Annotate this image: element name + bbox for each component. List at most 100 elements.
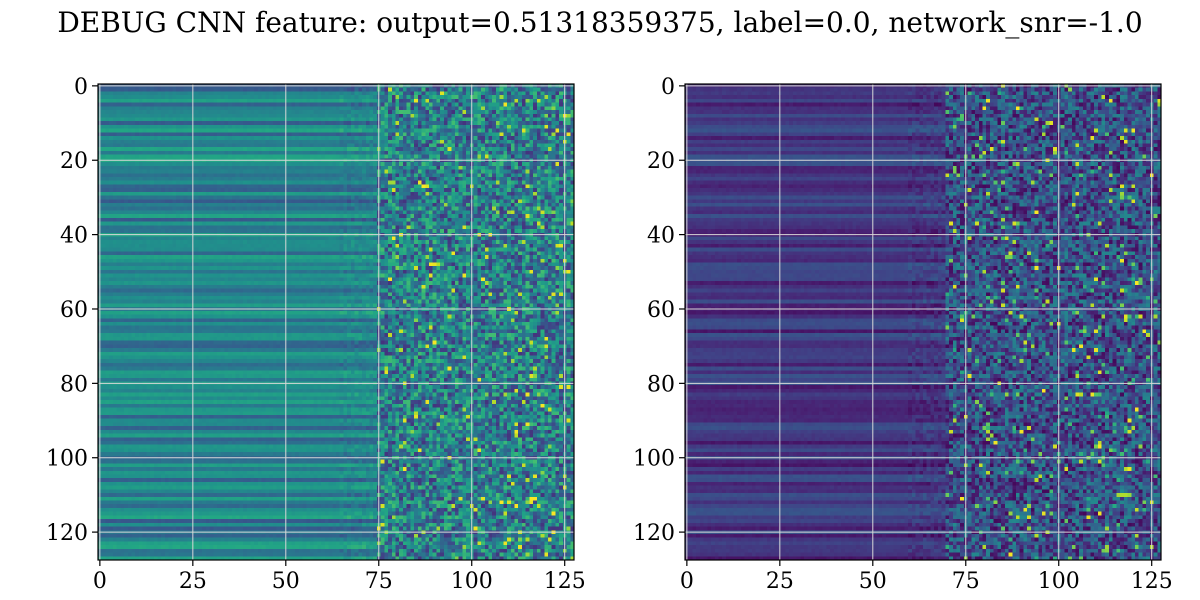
heatmap-cell xyxy=(518,117,522,121)
heatmap-cell xyxy=(277,144,281,148)
heatmap-cell xyxy=(347,214,351,218)
heatmap-cell xyxy=(459,196,463,200)
heatmap-cell xyxy=(303,147,307,151)
heatmap-cell xyxy=(362,114,366,118)
heatmap-cell xyxy=(206,114,210,118)
heatmap-cell xyxy=(180,162,184,166)
heatmap-cell xyxy=(477,173,481,177)
heatmap-cell xyxy=(124,170,128,174)
heatmap-cell xyxy=(485,140,489,144)
heatmap-cell xyxy=(567,207,571,211)
heatmap-cell xyxy=(462,136,466,140)
heatmap-cell xyxy=(336,103,340,107)
heatmap-cell xyxy=(515,117,519,121)
heatmap-cell xyxy=(444,106,448,110)
heatmap-cell xyxy=(381,110,385,114)
heatmap-cell xyxy=(448,199,452,203)
heatmap-cell xyxy=(537,136,541,140)
heatmap-cell xyxy=(403,222,407,226)
heatmap-cell xyxy=(347,181,351,185)
heatmap-cell xyxy=(537,214,541,218)
heatmap-cell xyxy=(474,222,478,226)
heatmap-cell xyxy=(176,95,180,99)
heatmap-cell xyxy=(429,199,433,203)
heatmap-cell xyxy=(262,214,266,218)
heatmap-cell xyxy=(526,196,530,200)
heatmap-cell xyxy=(310,181,314,185)
heatmap-cell xyxy=(154,196,158,200)
heatmap-cell xyxy=(503,225,507,229)
heatmap-cell xyxy=(366,192,370,196)
heatmap-cell xyxy=(511,129,515,133)
heatmap-cell xyxy=(239,188,243,192)
heatmap-cell xyxy=(418,166,422,170)
heatmap-cell xyxy=(347,103,351,107)
heatmap-cell xyxy=(332,170,336,174)
heatmap-cell xyxy=(176,91,180,95)
heatmap-cell xyxy=(172,151,176,155)
heatmap-cell xyxy=(477,132,481,136)
heatmap-cell xyxy=(477,121,481,125)
heatmap-cell xyxy=(481,88,485,92)
heatmap-cell xyxy=(526,121,530,125)
heatmap-cell xyxy=(102,170,106,174)
heatmap-cell xyxy=(422,151,426,155)
heatmap-cell xyxy=(466,222,470,226)
heatmap-cell xyxy=(496,106,500,110)
heatmap-cell xyxy=(273,181,277,185)
heatmap-cell xyxy=(500,125,504,129)
heatmap-cell xyxy=(477,214,481,218)
heatmap-cell xyxy=(172,207,176,211)
heatmap-cell xyxy=(552,155,556,159)
heatmap-cell xyxy=(269,155,273,159)
heatmap-cell xyxy=(184,196,188,200)
heatmap-cell xyxy=(507,170,511,174)
heatmap-cell xyxy=(559,136,563,140)
heatmap-cell xyxy=(347,162,351,166)
heatmap-cell xyxy=(515,144,519,148)
heatmap-cell xyxy=(332,121,336,125)
heatmap-cell xyxy=(154,162,158,166)
heatmap-cell xyxy=(518,196,522,200)
heatmap-cell xyxy=(165,136,169,140)
heatmap-cell xyxy=(355,117,359,121)
heatmap-cell xyxy=(210,222,214,226)
heatmap-cell xyxy=(303,188,307,192)
heatmap-cell xyxy=(541,151,545,155)
heatmap-cell xyxy=(269,192,273,196)
heatmap-cell xyxy=(444,181,448,185)
heatmap-cell xyxy=(433,203,437,207)
heatmap-cell xyxy=(135,225,139,229)
heatmap-cell xyxy=(184,170,188,174)
heatmap-cell xyxy=(239,99,243,103)
heatmap-cell xyxy=(515,125,519,129)
heatmap-cell xyxy=(455,170,459,174)
heatmap-cell xyxy=(102,129,106,133)
heatmap-cell xyxy=(366,222,370,226)
heatmap-cell xyxy=(113,199,117,203)
heatmap-cell xyxy=(329,140,333,144)
heatmap-cell xyxy=(280,184,284,188)
heatmap-cell xyxy=(533,170,537,174)
heatmap-cell xyxy=(295,151,299,155)
heatmap-cell xyxy=(172,218,176,222)
heatmap-cell xyxy=(332,184,336,188)
heatmap-cell xyxy=(310,147,314,151)
heatmap-cell xyxy=(280,132,284,136)
heatmap-cell xyxy=(518,114,522,118)
heatmap-cell xyxy=(195,170,199,174)
heatmap-cell xyxy=(120,129,124,133)
heatmap-cell xyxy=(317,121,321,125)
heatmap-cell xyxy=(462,88,466,92)
heatmap-cell xyxy=(496,188,500,192)
heatmap-cell xyxy=(477,147,481,151)
heatmap-cell xyxy=(124,155,128,159)
heatmap-cell xyxy=(422,225,426,229)
heatmap-cell xyxy=(503,173,507,177)
heatmap-cell xyxy=(124,91,128,95)
heatmap-cell xyxy=(303,144,307,148)
heatmap-cell xyxy=(369,225,373,229)
heatmap-cell xyxy=(314,114,318,118)
heatmap-cell xyxy=(273,177,277,181)
heatmap-cell xyxy=(555,170,559,174)
